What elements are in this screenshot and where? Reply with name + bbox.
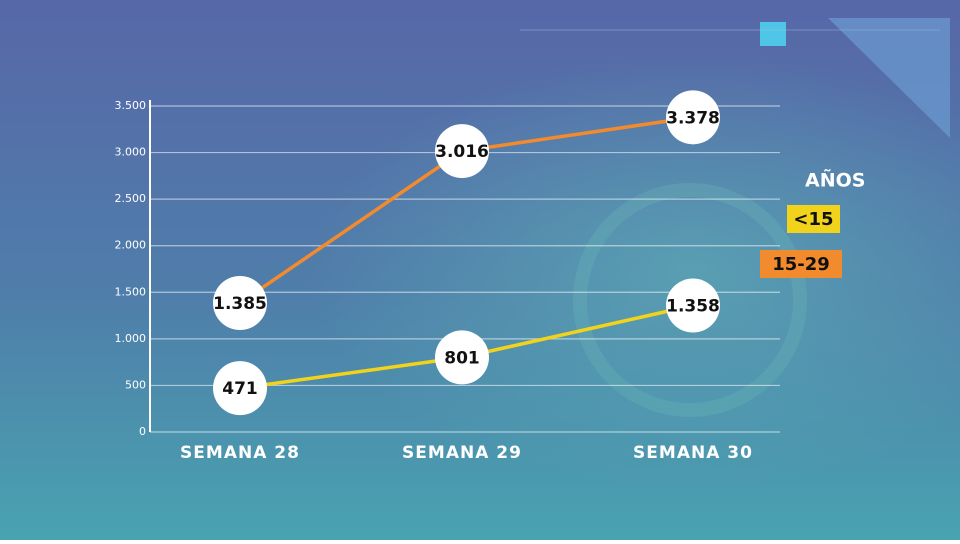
y-tick-label: 3.500 bbox=[115, 99, 147, 112]
data-label: 3.378 bbox=[666, 108, 720, 128]
data-label: 1.358 bbox=[666, 297, 720, 317]
y-tick-label: 1.500 bbox=[115, 285, 147, 298]
data-label: 3.016 bbox=[435, 142, 489, 162]
y-tick-label: 2.500 bbox=[115, 192, 147, 205]
data-point bbox=[435, 330, 489, 385]
data-label: 471 bbox=[222, 379, 258, 399]
y-tick-label: 500 bbox=[125, 378, 146, 391]
x-tick-label: SEMANA 28 bbox=[180, 443, 300, 463]
x-tick-label: SEMANA 30 bbox=[633, 443, 753, 463]
x-tick-label: SEMANA 29 bbox=[402, 443, 522, 463]
decoration bbox=[760, 22, 786, 46]
legend-swatch bbox=[787, 205, 840, 233]
data-point bbox=[666, 90, 720, 145]
legend-label: <15 bbox=[793, 209, 833, 230]
decoration bbox=[573, 183, 807, 417]
y-tick-label: 1.000 bbox=[115, 332, 147, 345]
legend-title: AÑOS bbox=[805, 168, 865, 192]
data-point bbox=[213, 275, 267, 330]
data-point bbox=[666, 278, 720, 333]
decoration bbox=[828, 18, 950, 138]
data-point bbox=[435, 124, 489, 179]
data-label: 1.385 bbox=[213, 294, 267, 314]
legend-swatch bbox=[760, 250, 842, 278]
y-tick-label: 2.000 bbox=[115, 239, 147, 252]
legend-label: 15-29 bbox=[772, 254, 830, 275]
data-label: 801 bbox=[444, 348, 480, 368]
y-tick-label: 3.000 bbox=[115, 146, 147, 159]
data-point bbox=[213, 361, 267, 416]
y-tick-label: 0 bbox=[139, 425, 146, 438]
